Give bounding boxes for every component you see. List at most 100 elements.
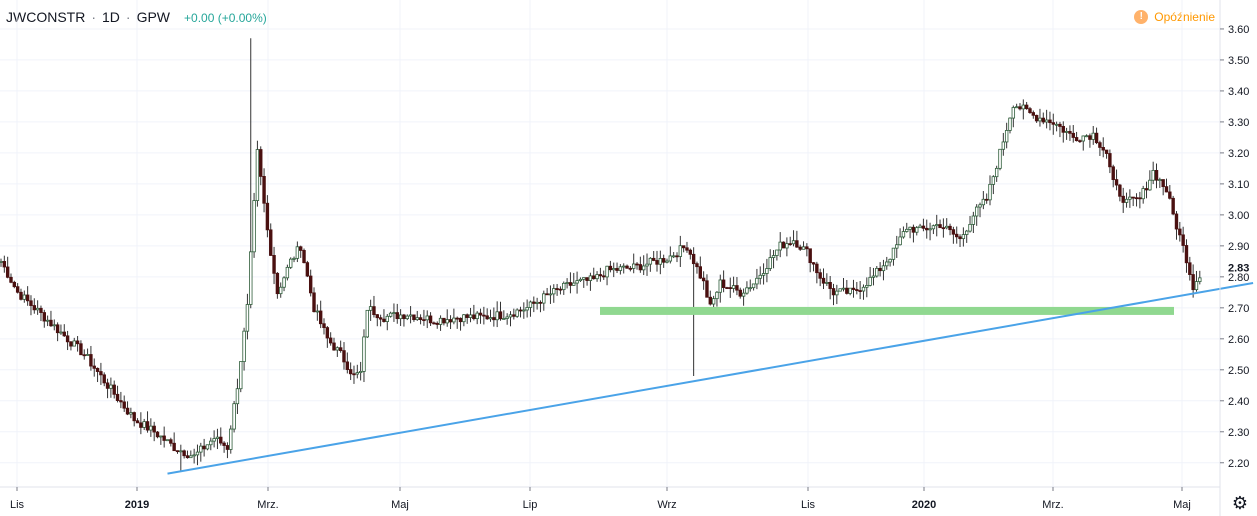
candle-body: [691, 253, 696, 265]
candle-body: [848, 287, 852, 294]
candle-body: [362, 336, 366, 372]
candle-body: [701, 277, 706, 282]
candle-body: [1018, 106, 1022, 110]
candle-body: [688, 249, 693, 255]
candle-body: [488, 317, 493, 320]
candle-body: [1108, 153, 1112, 168]
candle-body: [92, 365, 96, 369]
candle-body: [209, 440, 213, 446]
candle-body: [1004, 130, 1009, 143]
candle-body: [1158, 179, 1162, 181]
candle-body: [895, 244, 899, 249]
candle-body: [202, 445, 206, 450]
candle-body: [365, 309, 369, 338]
candle-body: [1114, 179, 1119, 186]
candle-body: [555, 288, 559, 290]
candle-body: [1061, 126, 1065, 133]
candle-body: [668, 255, 673, 262]
time-tick-label: Wrz: [657, 499, 676, 511]
candle-body: [269, 229, 273, 256]
candle-body: [1071, 132, 1075, 138]
candle-body: [478, 312, 483, 316]
price-tick-label: 2.90: [1228, 241, 1249, 253]
candle-body: [795, 240, 799, 248]
candle-body: [169, 439, 173, 444]
candle-body: [698, 266, 702, 279]
candle-body: [72, 340, 76, 347]
candle-body: [582, 277, 586, 280]
candle-body: [49, 319, 53, 327]
price-tick-label: 2.60: [1228, 334, 1249, 346]
candle-body: [149, 425, 153, 431]
candle-body: [665, 260, 669, 263]
candle-body: [1028, 108, 1032, 113]
candle-body: [308, 275, 313, 294]
candle-body: [755, 277, 759, 285]
candle-body: [1041, 117, 1045, 123]
candle-body: [212, 438, 216, 442]
candle-body: [1171, 197, 1175, 215]
candle-body: [482, 314, 486, 317]
candle-body: [1138, 197, 1142, 200]
candle-body: [259, 149, 263, 177]
price-tick-label: 2.40: [1228, 396, 1249, 408]
candle-body: [182, 450, 186, 457]
candle-body: [938, 224, 942, 229]
candle-body: [29, 300, 33, 306]
candle-body: [565, 282, 569, 284]
candle-body: [572, 282, 576, 286]
candle-body: [568, 282, 573, 286]
candle-body: [745, 287, 749, 294]
candle-body: [608, 265, 613, 271]
candle-body: [855, 289, 859, 291]
candle-body: [145, 421, 150, 431]
candle-body: [575, 280, 579, 284]
candle-body: [1164, 186, 1169, 193]
candle-body: [731, 285, 736, 289]
candle-body: [79, 343, 83, 356]
candle-body: [542, 293, 546, 304]
candle-body: [708, 296, 712, 305]
candle-body: [95, 367, 100, 372]
trendline[interactable]: [167, 282, 1254, 475]
candle-body: [352, 373, 356, 376]
candle-body: [22, 294, 27, 300]
candle-body: [785, 243, 789, 249]
price-tick-label: 2.80: [1228, 272, 1249, 284]
symbol-name[interactable]: JWCONSTR: [6, 9, 86, 25]
candle-body: [612, 268, 616, 271]
candle-body: [905, 228, 909, 232]
candle-body: [335, 347, 340, 351]
candle-body: [921, 225, 926, 229]
candle-body: [1144, 188, 1149, 191]
price-tick-label: 3.10: [1228, 179, 1249, 191]
delay-label: Opóźnienie: [1154, 10, 1215, 24]
candle-body: [82, 354, 86, 357]
candle-body: [175, 450, 180, 453]
candle-body: [1058, 123, 1062, 127]
candle-body: [765, 268, 769, 274]
support-zone[interactable]: [600, 306, 1174, 315]
interval-label[interactable]: 1D: [102, 9, 120, 25]
time-tick-label: Mrz.: [1042, 499, 1063, 511]
candle-body: [392, 312, 396, 315]
candle-body: [515, 309, 519, 317]
candle-body: [472, 314, 476, 320]
candle-body: [1034, 114, 1039, 122]
candle-body: [984, 198, 989, 201]
candle-body: [1081, 135, 1085, 142]
candle-body: [891, 247, 896, 260]
candle-body: [898, 236, 902, 246]
candle-body: [625, 265, 629, 269]
candle-body: [971, 215, 976, 225]
candle-body: [628, 267, 633, 270]
candle-body: [955, 233, 959, 238]
candle-body: [1048, 119, 1052, 124]
chart-header: JWCONSTR · 1D · GPW +0.00 (+0.00%): [6, 9, 267, 25]
candle-body: [372, 306, 376, 316]
gear-icon[interactable]: ⚙: [1231, 493, 1249, 513]
delay-badge[interactable]: ! Opóźnienie: [1134, 10, 1215, 24]
candle-body: [861, 286, 866, 292]
candle-body: [661, 258, 666, 263]
